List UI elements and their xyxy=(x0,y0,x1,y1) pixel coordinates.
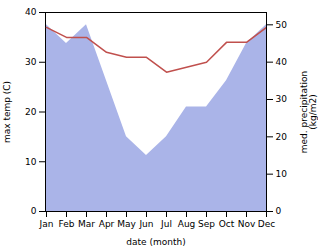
svg-text:max temp (C): max temp (C) xyxy=(2,81,12,143)
svg-text:Apr: Apr xyxy=(99,219,115,229)
svg-text:10: 10 xyxy=(25,157,37,167)
svg-text:0: 0 xyxy=(276,206,282,216)
svg-text:Nov: Nov xyxy=(238,219,256,229)
svg-text:50: 50 xyxy=(276,20,288,30)
svg-text:Aug: Aug xyxy=(178,219,196,229)
svg-text:Jul: Jul xyxy=(160,219,172,229)
svg-text:May: May xyxy=(117,219,136,229)
svg-text:40: 40 xyxy=(276,57,288,67)
svg-text:40: 40 xyxy=(25,7,37,17)
svg-text:date (month): date (month) xyxy=(126,237,185,247)
svg-text:Sep: Sep xyxy=(198,219,215,229)
svg-text:Mar: Mar xyxy=(78,219,95,229)
svg-text:20: 20 xyxy=(25,107,37,117)
svg-text:Oct: Oct xyxy=(219,219,235,229)
svg-text:30: 30 xyxy=(276,94,288,104)
svg-text:20: 20 xyxy=(276,132,288,142)
svg-text:Feb: Feb xyxy=(59,219,75,229)
svg-text:med. precipitation(kg/m2): med. precipitation(kg/m2) xyxy=(299,71,318,153)
svg-text:30: 30 xyxy=(25,57,37,67)
svg-text:Jun: Jun xyxy=(138,219,153,229)
svg-text:0: 0 xyxy=(31,206,37,216)
svg-text:Jan: Jan xyxy=(39,219,54,229)
svg-text:10: 10 xyxy=(276,169,288,179)
svg-text:Dec: Dec xyxy=(258,219,275,229)
